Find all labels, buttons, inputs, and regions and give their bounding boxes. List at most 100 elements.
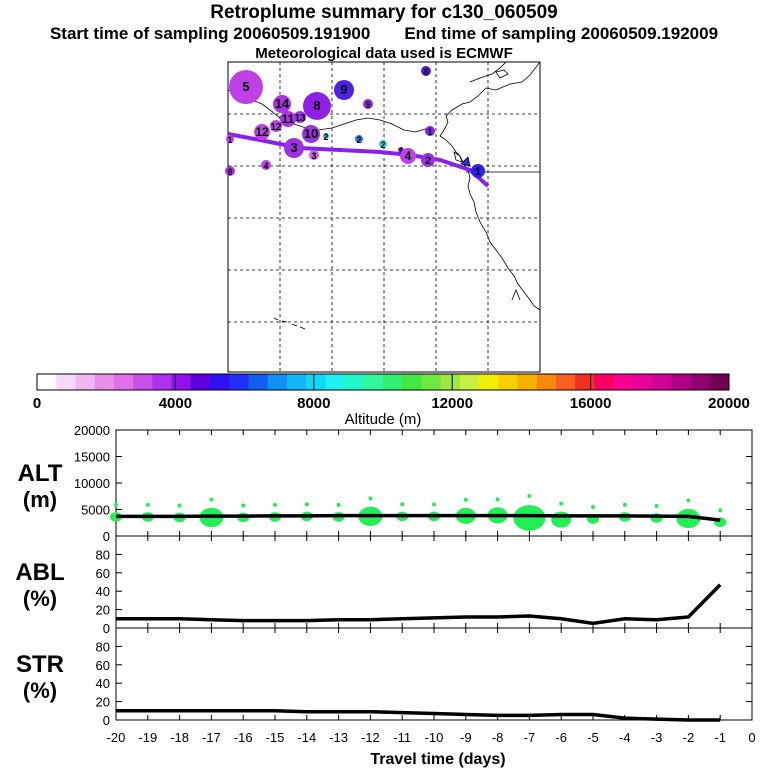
spread-dot — [654, 503, 659, 508]
x-axis-label: Travel time (days) — [370, 751, 505, 768]
spread-blob — [676, 508, 701, 529]
coastline-arctic — [469, 61, 507, 83]
colorbar-segment-22 — [440, 374, 461, 390]
colorbar-segment-15 — [306, 374, 326, 390]
colorbar-segment-3 — [75, 374, 96, 390]
plume-marker-label: 2 — [323, 132, 328, 142]
spread-dot — [559, 501, 564, 506]
y-tick-label: 60 — [96, 658, 110, 673]
met-data-label: Meteorological data used is ECMWF — [255, 45, 513, 62]
plume-marker-label: 9 — [365, 100, 370, 110]
colorbar-segment-36 — [709, 374, 730, 390]
x-tick-label: -7 — [524, 730, 536, 745]
colorbar-segment-25 — [498, 374, 519, 390]
plume-marker-24: 1 — [226, 135, 234, 145]
panel-frame — [115, 535, 753, 629]
plume-marker-dot — [421, 66, 431, 76]
plume-marker-14: 2 — [379, 140, 387, 150]
x-tick-label: -5 — [587, 730, 599, 745]
colorbar-segment-31 — [613, 374, 634, 390]
plume-marker-label: 1 — [227, 135, 232, 145]
plume-marker-23: 1 — [471, 164, 485, 178]
plume-marker-2: 9 — [334, 80, 354, 100]
colorbar-tick-label: 16000 — [570, 395, 612, 412]
x-tick-label: -8 — [492, 730, 504, 745]
coastline-bering — [227, 89, 429, 133]
panel-unit-label: (%) — [23, 678, 57, 703]
spread-blob — [551, 511, 572, 528]
colorbar-segment-10 — [210, 374, 230, 390]
x-tick-label: -10 — [425, 730, 444, 745]
y-tick-label: 5000 — [81, 503, 110, 518]
spread-dot — [304, 502, 309, 507]
spread-dot — [336, 502, 341, 507]
spread-dot — [368, 496, 373, 501]
y-tick-label: 80 — [96, 639, 110, 654]
colorbar-segment-14 — [286, 374, 307, 390]
spread-dot — [145, 502, 150, 507]
plume-marker-12: 2 — [323, 132, 329, 142]
x-tick-label: 0 — [748, 730, 755, 745]
plume-marker-13: 2 — [355, 135, 363, 145]
x-tick-label: -15 — [266, 730, 285, 745]
plume-marker-9: 11 — [280, 111, 296, 127]
panel-frame — [115, 627, 753, 721]
colorbar-segment-27 — [536, 374, 557, 390]
x-tick-label: -18 — [170, 730, 189, 745]
plume-marker-label: 1 — [398, 146, 403, 156]
colorbar-segment-2 — [56, 374, 76, 390]
spread-dot — [686, 498, 691, 503]
plume-marker-8: 12 — [254, 124, 270, 140]
plume-marker-5: 14 — [273, 95, 291, 113]
x-tick-label: -1 — [714, 730, 726, 745]
y-tick-label: 20 — [96, 695, 110, 710]
plume-marker-dot — [261, 160, 271, 170]
plume-marker-dot — [270, 120, 282, 132]
plume-marker-10: 12 — [270, 120, 282, 133]
plume-marker-dot — [225, 166, 235, 176]
colorbar-segment-1 — [37, 374, 57, 390]
y-tick-label: 15000 — [74, 450, 110, 465]
plume-marker-label: 1 — [475, 166, 481, 178]
plume-marker-1: 5 — [229, 70, 263, 104]
series-line — [116, 583, 722, 626]
sampling-times: Start time of sampling 20060509.191900 En… — [0, 24, 768, 44]
plume-marker-label: 5 — [242, 79, 249, 94]
plume-marker-dot — [273, 95, 291, 113]
plume-marker-18: 9 — [225, 166, 235, 177]
spread-dot — [463, 497, 468, 502]
plume-marker-dot — [355, 135, 363, 143]
colorbar-segment-11 — [229, 374, 249, 390]
plume-marker-label: 9 — [227, 167, 232, 177]
plume-marker-dot — [284, 138, 304, 158]
panel-label: ABL — [15, 559, 64, 586]
colorbar-segment-8 — [171, 374, 192, 390]
panel-label: ALT — [18, 460, 63, 487]
colorbar-segment-32 — [632, 374, 653, 390]
plume-marker-label: 4 — [405, 149, 412, 163]
spread-dot — [114, 502, 118, 507]
colorbar-segment-30 — [594, 374, 615, 390]
start-time-label: Start time of sampling 20060509.191900 — [49, 24, 371, 43]
plume-marker-dot — [363, 99, 373, 109]
colorbar-segment-34 — [671, 374, 692, 390]
spread-dot — [400, 502, 405, 507]
plume-marker-label: 8 — [423, 67, 428, 77]
y-tick-label: 0 — [103, 713, 110, 728]
colorbar-segment-5 — [113, 374, 134, 390]
plume-marker-label: 13 — [294, 113, 306, 124]
spread-dot — [209, 497, 214, 502]
colorbar-axis-label: Altitude (m) — [345, 411, 422, 428]
plume-marker-dot — [229, 70, 263, 104]
plume-marker-label: 9 — [340, 82, 347, 97]
plume-marker-dot — [309, 150, 319, 160]
colorbar-segment-35 — [690, 374, 711, 390]
time-series-panels: ALT(m)20000150001000050000ABL(%)80604020… — [15, 423, 755, 768]
plume-marker-dot — [334, 80, 354, 100]
plume-marker-dot — [379, 140, 387, 148]
plume-marker-label: 2 — [425, 155, 431, 167]
colorbar-segment-29 — [575, 374, 595, 390]
x-tick-label: -14 — [297, 730, 316, 745]
colorbar-segment-17 — [344, 374, 365, 390]
